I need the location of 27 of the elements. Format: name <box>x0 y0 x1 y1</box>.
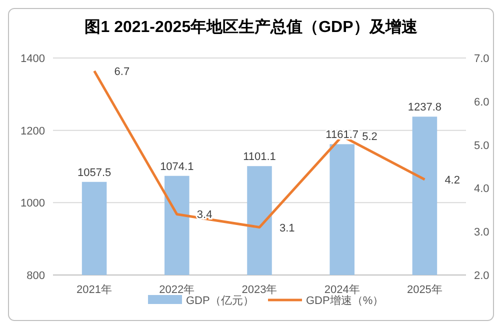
data-label: 4.2 <box>444 174 460 187</box>
chart-title: 图1 2021-2025年地区生产总值（GDP）及增速 <box>84 18 418 36</box>
x-tick-label: 2022年 <box>159 284 195 296</box>
x-tick-label: 2024年 <box>324 284 360 296</box>
x-tick-label: 2021年 <box>76 284 112 296</box>
y2-tick-label: 2.0 <box>474 270 490 282</box>
y2-tick-label: 3.0 <box>474 226 490 239</box>
data-label: 3.1 <box>280 222 295 234</box>
y2-tick-label: 5.0 <box>474 140 490 152</box>
data-label: 1074.1 <box>160 160 194 173</box>
data-label: 1237.8 <box>408 102 442 114</box>
x-tick-label: 2023年 <box>242 284 278 296</box>
x-tick-label: 2025年 <box>406 284 442 296</box>
data-label: 1057.5 <box>77 166 112 179</box>
data-label: 6.7 <box>114 66 130 78</box>
y-tick-label: 1200 <box>20 125 45 138</box>
y-tick-label: 800 <box>26 270 45 282</box>
y2-tick-label: 6.0 <box>474 96 490 108</box>
y2-tick-label: 4.0 <box>474 183 490 196</box>
legend-label: GDP增速（%） <box>306 294 384 307</box>
data-label: 1161.7 <box>326 129 359 142</box>
y-tick-label: 1400 <box>20 53 45 65</box>
legend-label: GDP（亿元） <box>186 295 254 307</box>
data-label: 5.2 <box>362 131 378 144</box>
y2-tick-label: 7.0 <box>474 53 490 65</box>
data-label: 1101.1 <box>243 151 276 164</box>
y-tick-label: 1000 <box>20 198 45 210</box>
